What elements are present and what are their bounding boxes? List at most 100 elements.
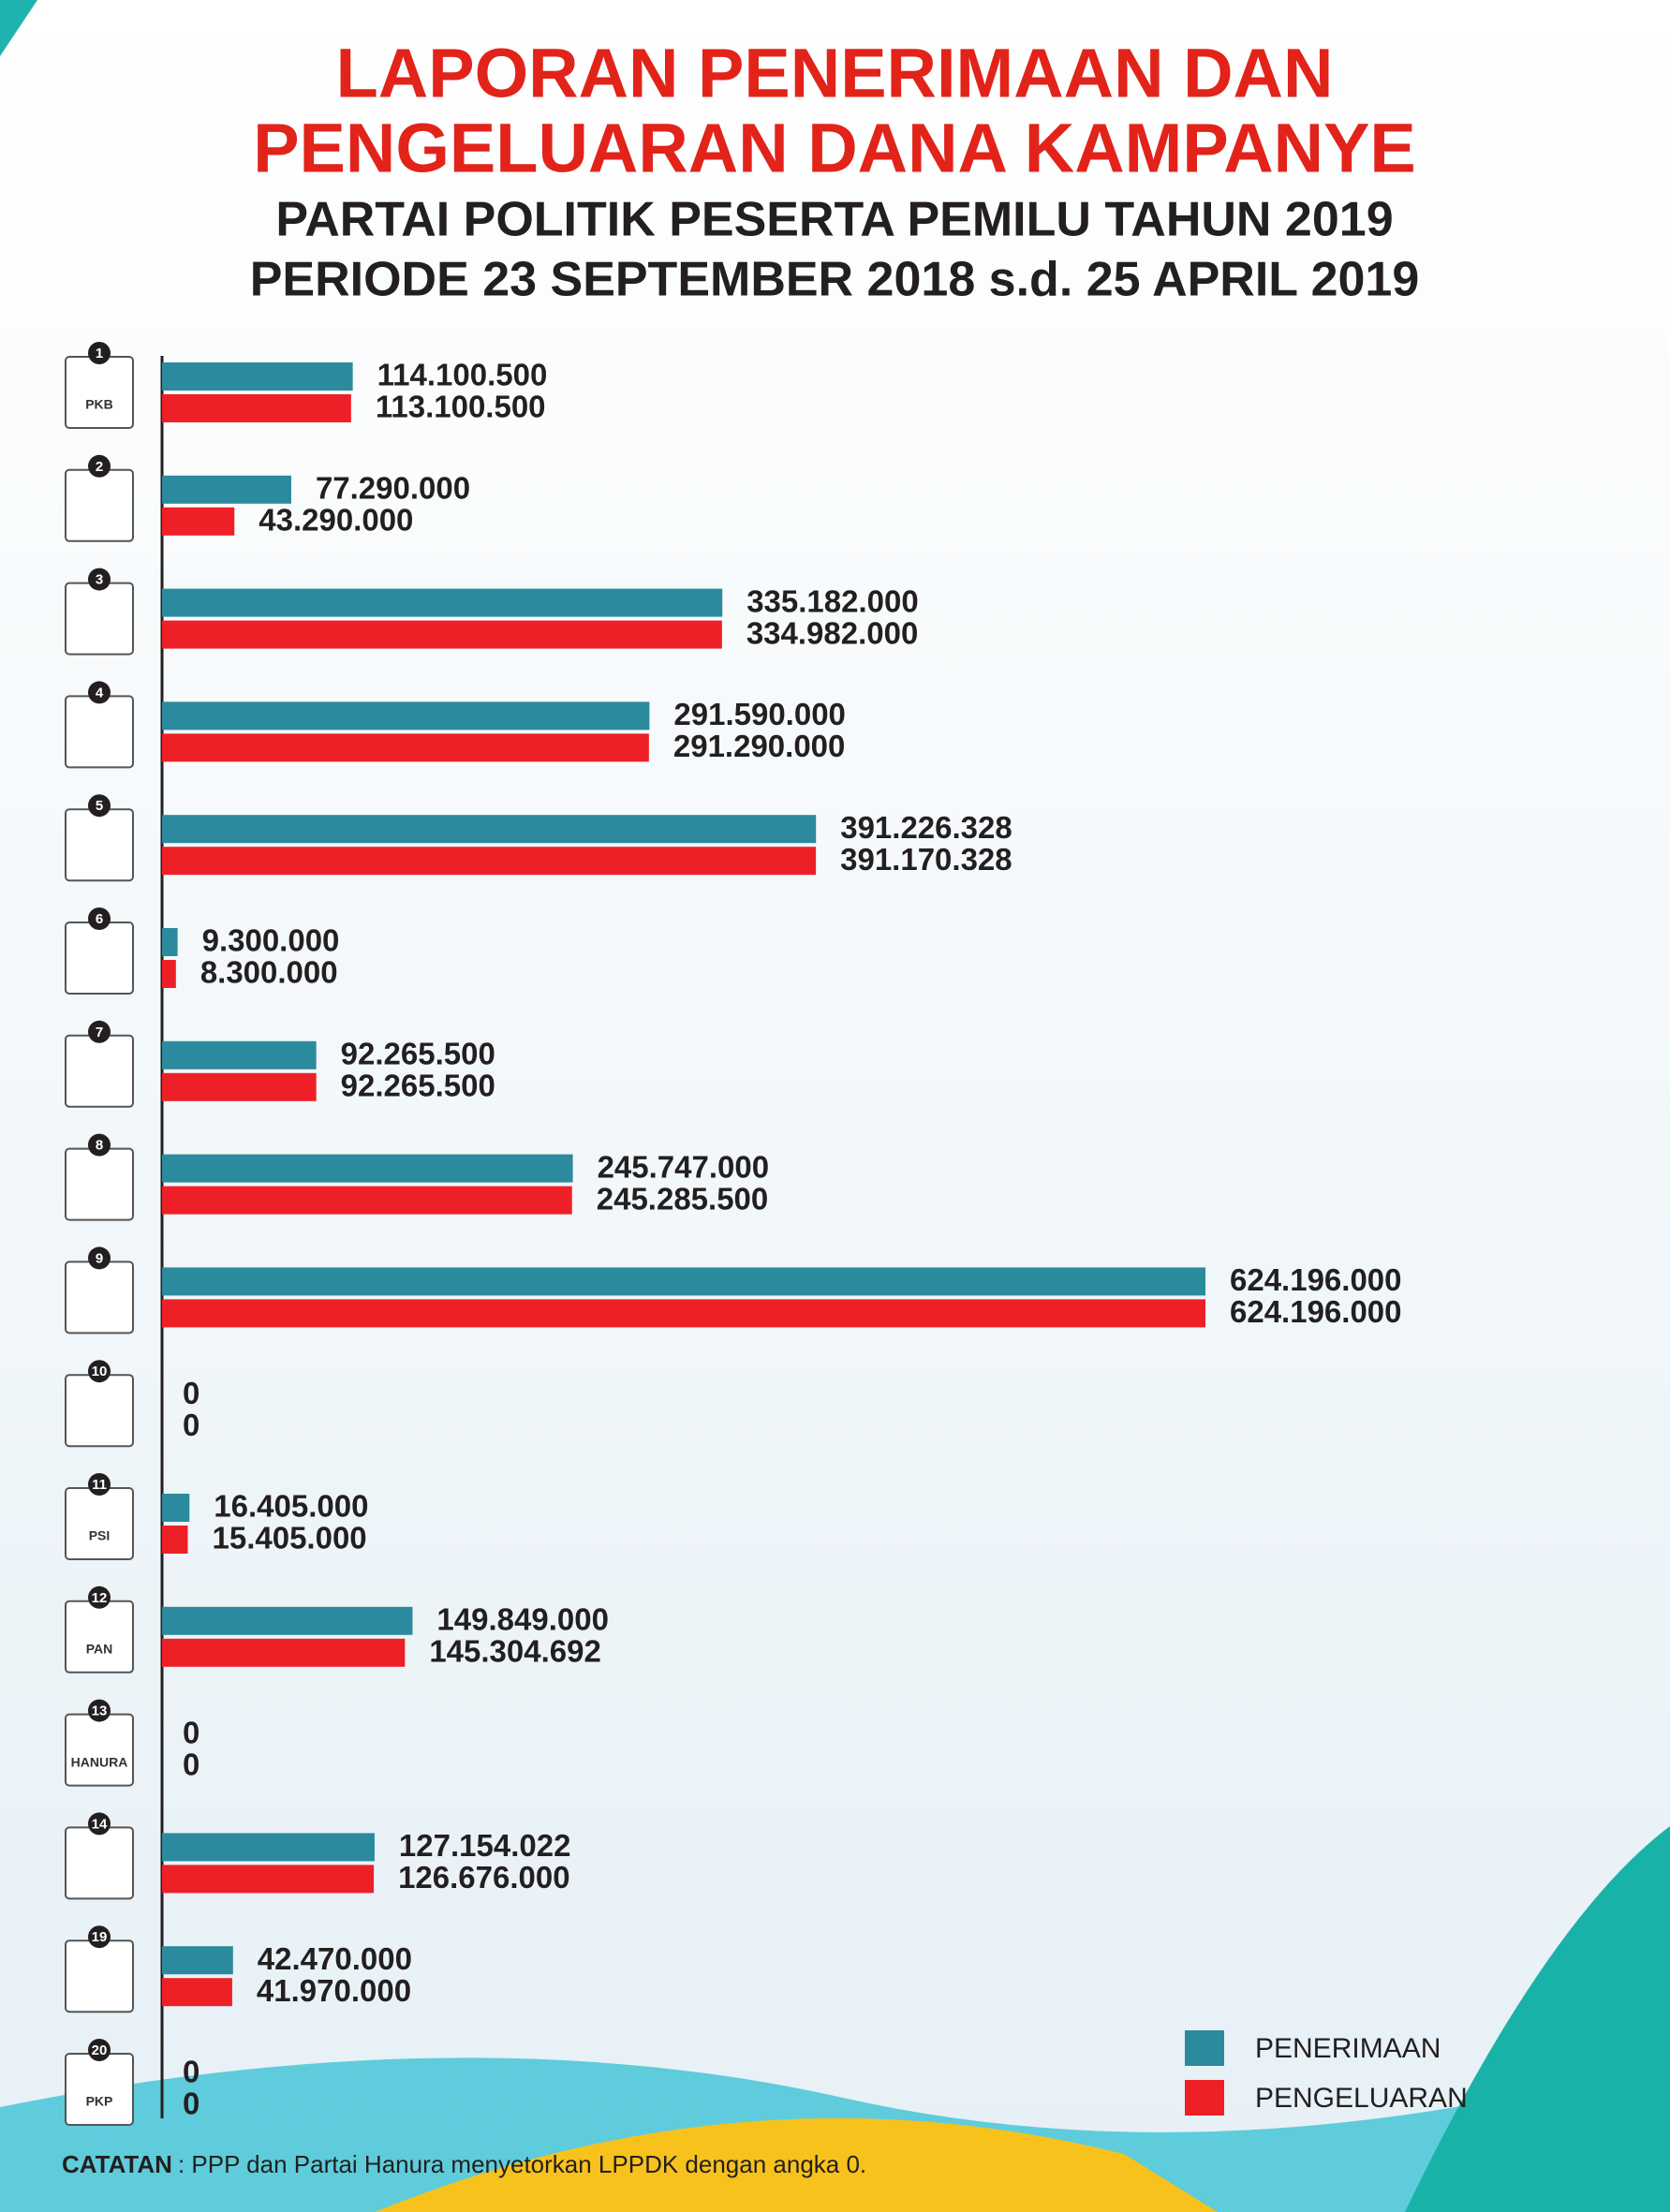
bar bbox=[162, 588, 723, 617]
legend-swatch bbox=[1185, 2030, 1224, 2066]
party-number: 10 bbox=[92, 1364, 108, 1379]
party-number-badge bbox=[88, 1020, 111, 1043]
value-label: 391.226.328 bbox=[840, 810, 1012, 845]
chart-title: PENGELUARAN DANA KAMPANYE bbox=[253, 110, 1416, 187]
party-number: 8 bbox=[96, 1138, 103, 1154]
value-label: 0 bbox=[183, 2055, 200, 2089]
value-label: 92.265.500 bbox=[341, 1069, 495, 1103]
party-number: 12 bbox=[92, 1590, 108, 1606]
party-number: 14 bbox=[92, 1816, 108, 1832]
note-text: : PPP dan Partai Hanura menyetorkan LPPD… bbox=[178, 2150, 866, 2178]
party-number: 11 bbox=[92, 1477, 107, 1493]
legend-label: PENGELUARAN bbox=[1255, 2083, 1468, 2114]
bar bbox=[162, 362, 353, 391]
party-logo bbox=[65, 808, 134, 882]
party-logo bbox=[65, 1374, 134, 1448]
value-label: 334.982.000 bbox=[746, 615, 919, 650]
bar bbox=[162, 733, 649, 762]
party-number-badge bbox=[88, 1473, 111, 1496]
value-label: 126.676.000 bbox=[398, 1860, 570, 1895]
corner-decoration bbox=[0, 0, 37, 56]
party-number: 4 bbox=[96, 685, 104, 700]
party-number-badge bbox=[88, 568, 111, 591]
value-label: 0 bbox=[183, 1715, 200, 1749]
bar bbox=[162, 475, 291, 504]
party-logo bbox=[65, 1713, 134, 1787]
chart-subtitle: PERIODE 23 SEPTEMBER 2018 s.d. 25 APRIL … bbox=[250, 253, 1420, 307]
value-label: 291.290.000 bbox=[673, 729, 846, 763]
party-number: 3 bbox=[96, 572, 103, 588]
party-logo bbox=[65, 468, 134, 542]
logo-label: PKP bbox=[86, 2094, 113, 2109]
party-number-badge bbox=[88, 907, 111, 930]
party-number-badge bbox=[88, 2039, 111, 2061]
value-label: 624.196.000 bbox=[1230, 1262, 1402, 1297]
legend-label: PENERIMAAN bbox=[1255, 2033, 1441, 2064]
party-logo bbox=[65, 2053, 134, 2126]
bar bbox=[162, 815, 817, 844]
party-number: 1 bbox=[96, 346, 103, 361]
bar bbox=[162, 1638, 406, 1667]
bar bbox=[162, 1606, 413, 1635]
party-logo bbox=[65, 1826, 134, 1900]
party-logo bbox=[65, 1261, 134, 1335]
value-label: 624.196.000 bbox=[1230, 1294, 1402, 1329]
bar bbox=[162, 1526, 188, 1554]
bar bbox=[162, 1299, 1205, 1328]
value-label: 9.300.000 bbox=[202, 923, 340, 958]
bar bbox=[162, 1186, 572, 1215]
bar bbox=[162, 1833, 375, 1862]
value-label: 42.470.000 bbox=[258, 1941, 412, 1976]
party-logo bbox=[65, 356, 134, 429]
party-number-badge bbox=[88, 1699, 111, 1722]
value-label: 391.170.328 bbox=[840, 842, 1012, 877]
party-logo bbox=[65, 1034, 134, 1108]
bar bbox=[162, 507, 235, 536]
party-number: 13 bbox=[92, 1703, 108, 1719]
bar bbox=[162, 1865, 375, 1894]
party-number: 5 bbox=[96, 798, 103, 814]
bar bbox=[162, 1072, 317, 1101]
party-number-badge bbox=[88, 681, 111, 704]
bar bbox=[162, 394, 351, 422]
bar bbox=[162, 1978, 232, 2007]
party-logo bbox=[65, 1939, 134, 2013]
value-label: 149.849.000 bbox=[436, 1602, 609, 1637]
value-label: 245.285.500 bbox=[597, 1181, 769, 1216]
bar bbox=[162, 1040, 317, 1069]
party-number: 19 bbox=[92, 1929, 108, 1945]
party-logo bbox=[65, 1147, 134, 1221]
note-label: CATATAN bbox=[62, 2150, 172, 2178]
party-number-badge bbox=[88, 1585, 111, 1609]
party-number-badge bbox=[88, 794, 111, 818]
value-label: 77.290.000 bbox=[316, 471, 470, 506]
value-label: 127.154.022 bbox=[399, 1828, 571, 1863]
bar bbox=[162, 1267, 1205, 1296]
party-number: 9 bbox=[96, 1250, 103, 1266]
legend-swatch bbox=[1185, 2080, 1224, 2116]
party-number: 2 bbox=[96, 459, 103, 475]
party-logo bbox=[65, 922, 134, 995]
value-label: 15.405.000 bbox=[212, 1521, 366, 1556]
value-label: 291.590.000 bbox=[673, 697, 846, 731]
party-number-badge bbox=[88, 1360, 111, 1383]
value-label: 0 bbox=[183, 1376, 200, 1410]
party-number-badge bbox=[88, 1925, 111, 1949]
bar bbox=[162, 847, 817, 876]
party-number-badge bbox=[88, 454, 111, 478]
bar bbox=[162, 1946, 233, 1975]
party-number-badge bbox=[88, 1812, 111, 1836]
logo-label: HANURA bbox=[71, 1754, 128, 1769]
value-label: 0 bbox=[183, 1747, 200, 1781]
value-label: 245.747.000 bbox=[598, 1149, 770, 1184]
value-label: 0 bbox=[183, 1408, 200, 1442]
party-number-badge bbox=[88, 342, 111, 364]
value-label: 114.100.500 bbox=[377, 358, 548, 392]
bar bbox=[162, 1494, 190, 1522]
party-logo bbox=[65, 695, 134, 769]
party-number: 20 bbox=[92, 2042, 108, 2058]
value-label: 0 bbox=[183, 2087, 200, 2121]
value-label: 8.300.000 bbox=[200, 955, 338, 990]
logo-label: PAN bbox=[86, 1642, 113, 1657]
